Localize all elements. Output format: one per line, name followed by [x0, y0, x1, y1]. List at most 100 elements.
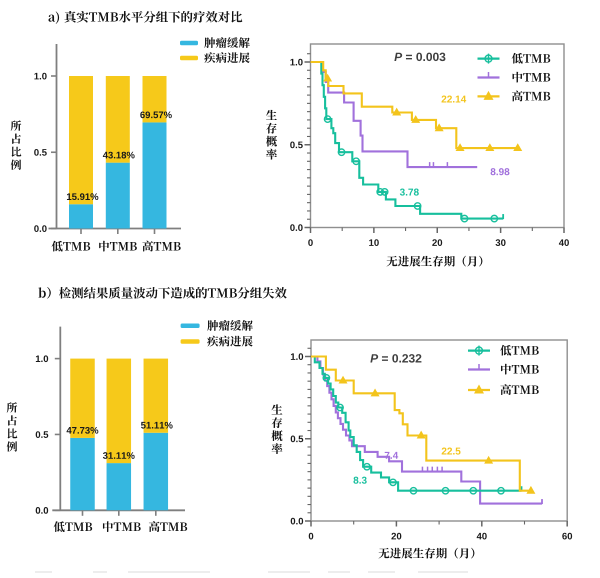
glyph	[158, 111, 164, 119]
legend-label	[204, 37, 250, 49]
glyph	[295, 146, 298, 149]
glyph	[126, 151, 135, 159]
glyph	[77, 198, 79, 200]
bar-progression-3	[142, 76, 167, 123]
glyph	[386, 255, 398, 267]
km-series-mid	[310, 60, 510, 176]
glyph	[218, 320, 230, 331]
glyph	[204, 52, 216, 64]
glyph	[482, 532, 487, 540]
glyph	[426, 52, 433, 62]
glyph	[77, 432, 79, 434]
glyph	[399, 360, 402, 363]
glyph	[296, 358, 298, 360]
km-series-high	[311, 355, 536, 494]
legend-circle-marker	[484, 54, 493, 63]
glyph	[238, 52, 250, 64]
glyph	[79, 193, 85, 201]
bar-value-label	[102, 452, 135, 459]
glyph	[63, 241, 71, 251]
glyph	[143, 10, 156, 23]
glyph	[531, 364, 539, 374]
category-label	[148, 521, 188, 533]
glyph	[498, 168, 504, 176]
glyph	[298, 435, 304, 443]
glyph	[392, 354, 399, 363]
glyph	[83, 241, 91, 251]
glyph	[443, 255, 455, 267]
bar-value-label	[66, 426, 99, 434]
glyph	[38, 287, 46, 298]
glyph	[453, 453, 455, 455]
glyph	[512, 71, 523, 83]
glyph	[83, 286, 96, 299]
glyph	[265, 135, 278, 147]
glyph	[121, 452, 127, 459]
glyph	[102, 151, 108, 159]
glyph	[170, 286, 183, 299]
censor-triangle-marker	[392, 107, 402, 116]
p-value-symbol	[394, 52, 403, 61]
glyph	[478, 255, 483, 267]
median-label-low	[399, 188, 419, 196]
y-tick-label	[34, 225, 47, 232]
glyph	[441, 447, 447, 455]
glyph	[41, 436, 43, 438]
glyph	[399, 188, 405, 196]
bar-chart-b	[6, 286, 287, 533]
glyph	[227, 52, 239, 63]
glyph	[432, 239, 437, 246]
censor-circle-marker	[376, 188, 385, 196]
censor-triangle-marker	[455, 143, 465, 152]
glyph	[85, 426, 90, 434]
glyph	[97, 12, 110, 22]
category-label	[51, 240, 91, 252]
km-series-low	[311, 355, 523, 495]
glyph	[41, 512, 43, 514]
glyph	[7, 428, 18, 439]
glyph	[121, 286, 133, 299]
legend-entry-low	[468, 344, 539, 356]
glyph	[413, 188, 419, 196]
glyph	[58, 286, 71, 299]
glyph	[116, 151, 121, 159]
glyph	[396, 532, 402, 540]
glyph	[11, 146, 22, 157]
km-series-mid	[311, 355, 543, 505]
glyph	[42, 72, 47, 80]
glyph	[102, 452, 108, 459]
glyph	[531, 346, 539, 355]
glyph	[511, 346, 520, 355]
glyph	[71, 287, 84, 299]
glyph	[562, 532, 567, 540]
censor-circle-marker	[490, 214, 499, 223]
bar-progression-3	[143, 358, 169, 433]
glyph	[158, 286, 171, 299]
censor-triangle-marker	[338, 375, 348, 384]
legend-entry-low	[477, 52, 551, 64]
bar-response-1	[69, 204, 93, 229]
cutoff-caption-mark	[35, 571, 52, 573]
glyph	[161, 241, 173, 251]
bar-value-label	[66, 193, 99, 201]
legend-entry-mid	[468, 363, 539, 375]
bar-progression-2	[105, 76, 130, 163]
cutoff-caption-fragment	[35, 571, 468, 573]
censor-circle-marker	[413, 202, 422, 210]
bar-chart-a	[10, 10, 250, 252]
x-tick-label	[308, 239, 313, 246]
glyph	[173, 241, 181, 251]
glyph	[121, 522, 133, 531]
bar-progression-1	[69, 76, 93, 205]
glyph	[204, 37, 216, 49]
glyph	[470, 547, 475, 559]
glyph	[511, 90, 523, 102]
bar-response-1	[70, 437, 95, 511]
glyph	[118, 10, 131, 23]
glyph	[401, 547, 413, 559]
glyph	[359, 482, 361, 484]
glyph	[164, 421, 173, 429]
glyph	[390, 457, 392, 459]
censor-circle-marker	[469, 486, 478, 495]
